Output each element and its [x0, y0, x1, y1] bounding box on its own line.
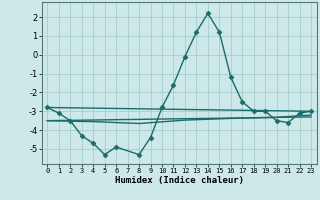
X-axis label: Humidex (Indice chaleur): Humidex (Indice chaleur) — [115, 176, 244, 185]
